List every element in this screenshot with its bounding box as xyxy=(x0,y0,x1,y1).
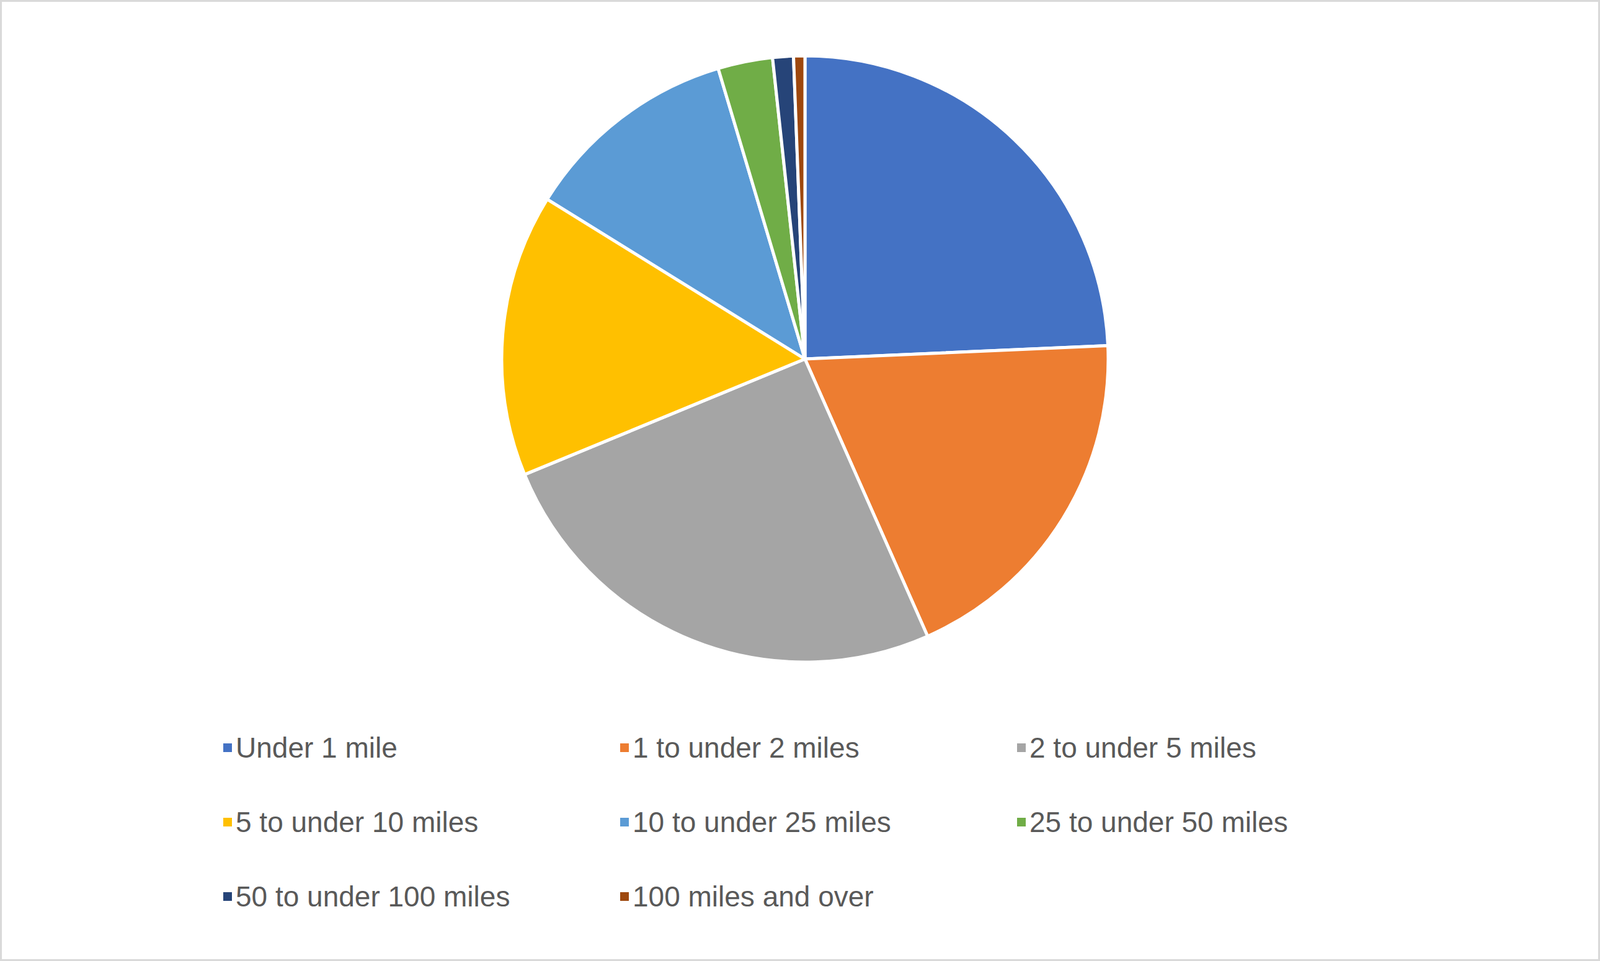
svg-text:Under 1 mile: Under 1 mile xyxy=(235,731,398,765)
svg-text:25 to under 50 miles: 25 to under 50 miles xyxy=(1029,806,1289,839)
svg-text:5 to under 10 miles: 5 to under 10 miles xyxy=(235,806,479,839)
svg-text:2 to under 5 miles: 2 to under 5 miles xyxy=(1029,731,1257,765)
svg-text:50 to under 100 miles: 50 to under 100 miles xyxy=(235,880,510,913)
svg-text:1 to under 2 miles: 1 to under 2 miles xyxy=(632,731,860,765)
svg-text:10 to under 25 miles: 10 to under 25 miles xyxy=(632,806,892,839)
svg-text:100 miles and over: 100 miles and over xyxy=(632,880,874,913)
